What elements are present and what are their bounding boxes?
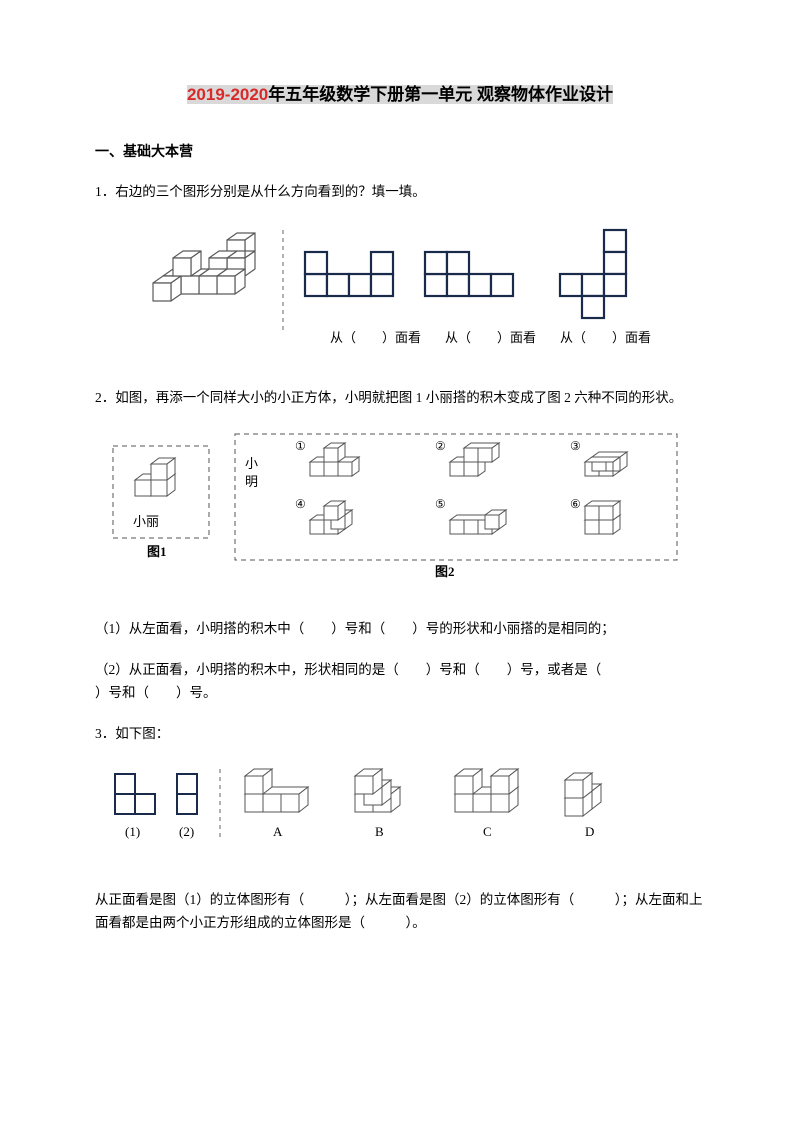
page-title: 2019-2020年五年级数学下册第一单元 观察物体作业设计 (95, 80, 705, 105)
lbl-n3: ③ (570, 439, 581, 453)
q3-svg: (1) (2) A B (105, 764, 665, 859)
lbl-n5: ⑤ (435, 497, 446, 511)
q1-cap3: 从（ ）面看 (560, 330, 651, 345)
lbl-c: C (483, 824, 492, 839)
lbl-xiaoli: 小丽 (133, 514, 159, 529)
lbl-xm1: 小 (245, 456, 258, 471)
lbl-a: A (273, 824, 283, 839)
q1-figure: 从（ ）面看 从（ ）面看 从（ ）面看 (105, 222, 705, 357)
lbl-n4: ④ (295, 497, 306, 511)
q2-figure: 小丽 图1 小 明 图2 ① ② ③ ④ ⑤ ⑥ (105, 428, 705, 588)
lbl-p2: (2) (179, 824, 194, 839)
q1-cap2: 从（ ）面看 (445, 330, 536, 345)
q2-2a: （2）从正面看，小明搭的积木中，形状相同的是（ ）号和（ ）号，或者是（ (95, 662, 601, 677)
lbl-p1: (1) (125, 824, 140, 839)
q2-intro: 2．如图，再添一个同样大小的小正方体，小明就把图 1 小丽搭的积木变成了图 2 … (95, 387, 705, 410)
q2-1: （1）从左面看，小明搭的积木中（ ）号和（ ）号的形状和小丽搭的是相同的； (95, 618, 705, 641)
lbl-b: B (375, 824, 384, 839)
q3-body: 从正面看是图（1）的立体图形有（ ）；从左面看是图（2）的立体图形有（ ）；从左… (95, 889, 705, 935)
q3-text: 3．如下图： (95, 723, 705, 746)
lbl-n2: ② (435, 439, 446, 453)
lbl-tu1: 图1 (147, 544, 167, 559)
q2-2b: ）号和（ ）号。 (95, 685, 217, 700)
lbl-n6: ⑥ (570, 497, 581, 511)
q2-2: （2）从正面看，小明搭的积木中，形状相同的是（ ）号和（ ）号，或者是（ ）号和… (95, 659, 705, 705)
section-heading: 一、基础大本营 (95, 141, 705, 161)
lbl-d: D (585, 824, 594, 839)
q3-figure: (1) (2) A B (105, 764, 705, 859)
q1-svg: 从（ ）面看 从（ ）面看 从（ ）面看 (105, 222, 665, 357)
q2-svg: 小丽 图1 小 明 图2 ① ② ③ ④ ⑤ ⑥ (105, 428, 685, 588)
lbl-xm2: 明 (245, 474, 258, 489)
title-main: 年五年级数学下册第一单元 观察物体作业设计 (268, 85, 613, 104)
q1-text: 1．右边的三个图形分别是从什么方向看到的？填一填。 (95, 181, 705, 204)
title-year: 2019-2020 (187, 85, 268, 104)
lbl-tu2: 图2 (435, 564, 455, 579)
q1-cap1: 从（ ）面看 (330, 330, 421, 345)
page-root: 2019-2020年五年级数学下册第一单元 观察物体作业设计 一、基础大本营 1… (0, 0, 800, 993)
lbl-n1: ① (295, 439, 306, 453)
